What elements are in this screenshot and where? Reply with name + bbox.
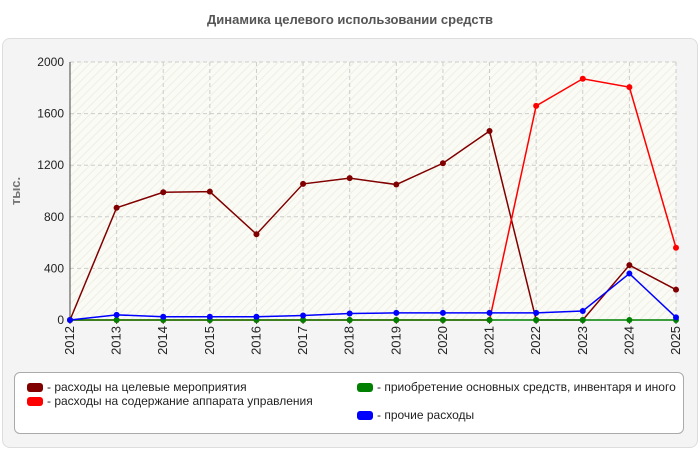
chart: Динамика целевого использовании средств … [8, 12, 683, 355]
point [626, 270, 633, 277]
legend-item: - приобретение основных средств, инвента… [357, 381, 677, 394]
point [393, 309, 400, 316]
point [486, 128, 493, 135]
legend-swatch [357, 411, 373, 420]
x-tick-label: 2025 [668, 326, 683, 355]
x-tick-label: 2020 [435, 326, 450, 355]
legend-label: - расходы на содержание аппарата управле… [47, 394, 313, 408]
x-tick-label: 2023 [575, 326, 590, 355]
legend-item: - прочие расходы [357, 409, 677, 422]
point [160, 189, 167, 196]
point [673, 244, 679, 251]
legend-label: - приобретение основных средств, инвента… [377, 380, 676, 394]
point [300, 312, 307, 319]
point [533, 317, 540, 323]
point [579, 75, 586, 82]
point [206, 313, 213, 320]
point [300, 180, 307, 187]
legend-item: - расходы на содержание аппарата управле… [27, 395, 347, 408]
legend-swatch [27, 383, 43, 392]
chart-title: Динамика целевого использовании средств [207, 12, 493, 27]
x-tick-label: 2014 [155, 326, 170, 355]
point [253, 231, 260, 238]
point [533, 309, 540, 316]
point [206, 188, 213, 195]
y-tick-label: 2000 [37, 55, 64, 69]
y-tick-label: 800 [44, 210, 64, 224]
x-tick-label: 2024 [621, 326, 636, 355]
legend-label: - расходы на целевые мероприятия [47, 380, 247, 394]
y-tick-label: 0 [57, 313, 64, 327]
point [253, 313, 260, 320]
point [439, 160, 446, 167]
point [626, 84, 633, 91]
x-tick-label: 2018 [342, 326, 357, 355]
point [300, 317, 307, 323]
y-tick-label: 1200 [37, 158, 64, 172]
point [673, 314, 679, 321]
legend: - расходы на целевые мероприятия - расход… [14, 372, 684, 434]
plot-area [70, 62, 676, 320]
point [346, 317, 353, 323]
point [393, 317, 400, 323]
point [439, 309, 446, 316]
point [346, 175, 353, 182]
point [439, 317, 446, 323]
x-tick-label: 2021 [482, 326, 497, 355]
y-axis-label: тыс. [8, 177, 23, 205]
point [393, 181, 400, 188]
legend-swatch [357, 383, 373, 392]
x-tick-label: 2012 [62, 326, 77, 355]
y-tick-label: 400 [44, 261, 64, 275]
point [579, 307, 586, 314]
point [626, 317, 633, 323]
x-tick-label: 2017 [295, 326, 310, 355]
point [113, 204, 120, 211]
point [113, 317, 120, 323]
point [113, 311, 120, 318]
point [160, 313, 167, 320]
y-tick-label: 1600 [37, 107, 64, 121]
point [486, 309, 493, 316]
x-tick-label: 2019 [388, 326, 403, 355]
point [486, 317, 493, 323]
point [67, 317, 73, 323]
legend-label: - прочие расходы [377, 408, 475, 422]
legend-swatch [27, 397, 43, 406]
point [579, 317, 586, 323]
point [673, 286, 679, 293]
series-line [69, 272, 677, 321]
x-tick-label: 2016 [248, 326, 263, 355]
legend-item: - расходы на целевые мероприятия [27, 381, 347, 394]
point [626, 262, 633, 269]
x-tick-label: 2022 [528, 326, 543, 355]
point [533, 102, 540, 109]
point [346, 310, 353, 317]
x-tick-label: 2013 [109, 326, 124, 355]
x-tick-label: 2015 [202, 326, 217, 355]
